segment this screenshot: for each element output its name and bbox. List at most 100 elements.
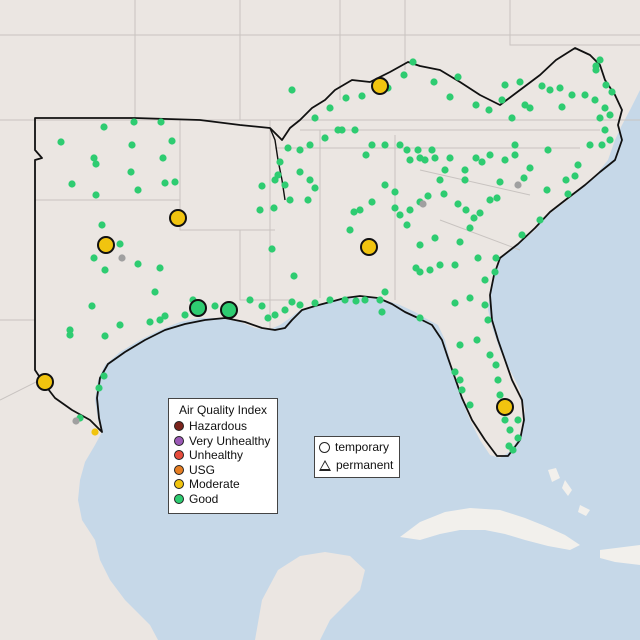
station-marker-good[interactable] [558, 103, 566, 111]
station-marker-good[interactable] [436, 176, 444, 184]
station-marker-good[interactable] [416, 314, 424, 322]
station-marker-good[interactable] [92, 160, 100, 168]
station-marker-good[interactable] [470, 214, 478, 222]
station-marker-good[interactable] [352, 297, 360, 305]
station-marker-good[interactable] [311, 184, 319, 192]
station-marker-good[interactable] [66, 331, 74, 339]
station-marker-moderate-temporary[interactable] [97, 236, 115, 254]
station-marker-good[interactable] [416, 154, 424, 162]
station-marker-good[interactable] [116, 240, 124, 248]
station-marker-good[interactable] [608, 88, 616, 96]
station-marker-good[interactable] [368, 198, 376, 206]
station-marker-good[interactable] [472, 154, 480, 162]
station-marker-good[interactable] [586, 141, 594, 149]
station-marker-good[interactable] [514, 416, 522, 424]
station-marker-good[interactable] [441, 166, 449, 174]
station-marker-good[interactable] [134, 186, 142, 194]
station-marker-good[interactable] [306, 176, 314, 184]
station-marker-good[interactable] [494, 376, 502, 384]
station-marker-good[interactable] [128, 141, 136, 149]
station-marker-good[interactable] [501, 156, 509, 164]
station-marker-good[interactable] [592, 62, 600, 70]
station-marker-good[interactable] [284, 144, 292, 152]
station-marker-good[interactable] [306, 141, 314, 149]
station-marker-good[interactable] [101, 266, 109, 274]
station-marker-good[interactable] [90, 254, 98, 262]
station-marker-good[interactable] [326, 104, 334, 112]
station-marker-good[interactable] [466, 401, 474, 409]
station-marker-good[interactable] [381, 141, 389, 149]
station-marker-good[interactable] [581, 91, 589, 99]
station-marker-good[interactable] [358, 92, 366, 100]
station-marker-good[interactable] [472, 101, 480, 109]
station-marker-good[interactable] [431, 234, 439, 242]
station-marker-good[interactable] [481, 276, 489, 284]
station-marker-good[interactable] [296, 146, 304, 154]
station-marker-good[interactable] [57, 138, 65, 146]
station-marker-good[interactable] [511, 151, 519, 159]
station-marker-good[interactable] [486, 196, 494, 204]
station-marker-good[interactable] [288, 86, 296, 94]
station-marker-good[interactable] [391, 188, 399, 196]
station-marker-good[interactable] [92, 191, 100, 199]
station-marker-good[interactable] [396, 141, 404, 149]
station-marker-good[interactable] [311, 299, 319, 307]
station-marker-good[interactable] [88, 302, 96, 310]
station-marker-good[interactable] [451, 299, 459, 307]
station-marker-good[interactable] [276, 158, 284, 166]
station-marker-good[interactable] [342, 94, 350, 102]
station-marker-good[interactable] [127, 168, 135, 176]
station-marker-good[interactable] [536, 216, 544, 224]
station-marker-good[interactable] [602, 81, 610, 89]
station-marker-good[interactable] [281, 306, 289, 314]
station-marker-good[interactable] [424, 192, 432, 200]
station-marker-good[interactable] [290, 272, 298, 280]
station-marker-good[interactable] [116, 321, 124, 329]
station-marker-good[interactable] [361, 296, 369, 304]
station-marker-good[interactable] [161, 179, 169, 187]
station-marker-good[interactable] [466, 224, 474, 232]
station-marker-good[interactable] [478, 158, 486, 166]
station-marker-good[interactable] [538, 82, 546, 90]
station-marker-good[interactable] [596, 114, 604, 122]
station-marker-good[interactable] [346, 226, 354, 234]
station-marker-good[interactable] [601, 126, 609, 134]
station-marker-good[interactable] [492, 361, 500, 369]
station-marker-good[interactable] [426, 266, 434, 274]
station-marker-good[interactable] [406, 156, 414, 164]
station-marker-good[interactable] [476, 209, 484, 217]
station-marker-good[interactable] [134, 260, 142, 268]
station-marker-good[interactable] [271, 311, 279, 319]
station-marker-good[interactable] [130, 118, 138, 126]
station-marker-good[interactable] [296, 301, 304, 309]
station-marker-good[interactable] [516, 78, 524, 86]
station-marker-good[interactable] [270, 204, 278, 212]
station-marker-good[interactable] [351, 126, 359, 134]
station-marker-good[interactable] [98, 221, 106, 229]
station-marker-good[interactable] [556, 84, 564, 92]
station-marker-good[interactable] [543, 186, 551, 194]
station-marker-good[interactable] [268, 245, 276, 253]
station-marker-good[interactable] [440, 190, 448, 198]
station-marker-good[interactable] [514, 434, 522, 442]
station-marker-good[interactable] [568, 91, 576, 99]
station-marker-moderate-temporary[interactable] [36, 373, 54, 391]
station-marker-good[interactable] [486, 151, 494, 159]
station-marker-good[interactable] [461, 176, 469, 184]
station-marker-good[interactable] [461, 166, 469, 174]
station-marker-good[interactable] [496, 178, 504, 186]
station-marker-good[interactable] [400, 71, 408, 79]
station-marker-good[interactable] [564, 190, 572, 198]
station-marker-good[interactable] [381, 181, 389, 189]
station-marker-good[interactable] [403, 221, 411, 229]
station-marker-good[interactable] [518, 231, 526, 239]
station-marker-good[interactable] [409, 58, 417, 66]
station-marker-good[interactable] [157, 118, 165, 126]
station-marker-good[interactable] [341, 296, 349, 304]
station-marker-good[interactable] [430, 78, 438, 86]
station-marker-good[interactable] [146, 318, 154, 326]
station-marker-good[interactable] [431, 154, 439, 162]
station-marker-good[interactable] [321, 134, 329, 142]
station-marker-good[interactable] [416, 241, 424, 249]
station-marker-good[interactable] [520, 174, 528, 182]
